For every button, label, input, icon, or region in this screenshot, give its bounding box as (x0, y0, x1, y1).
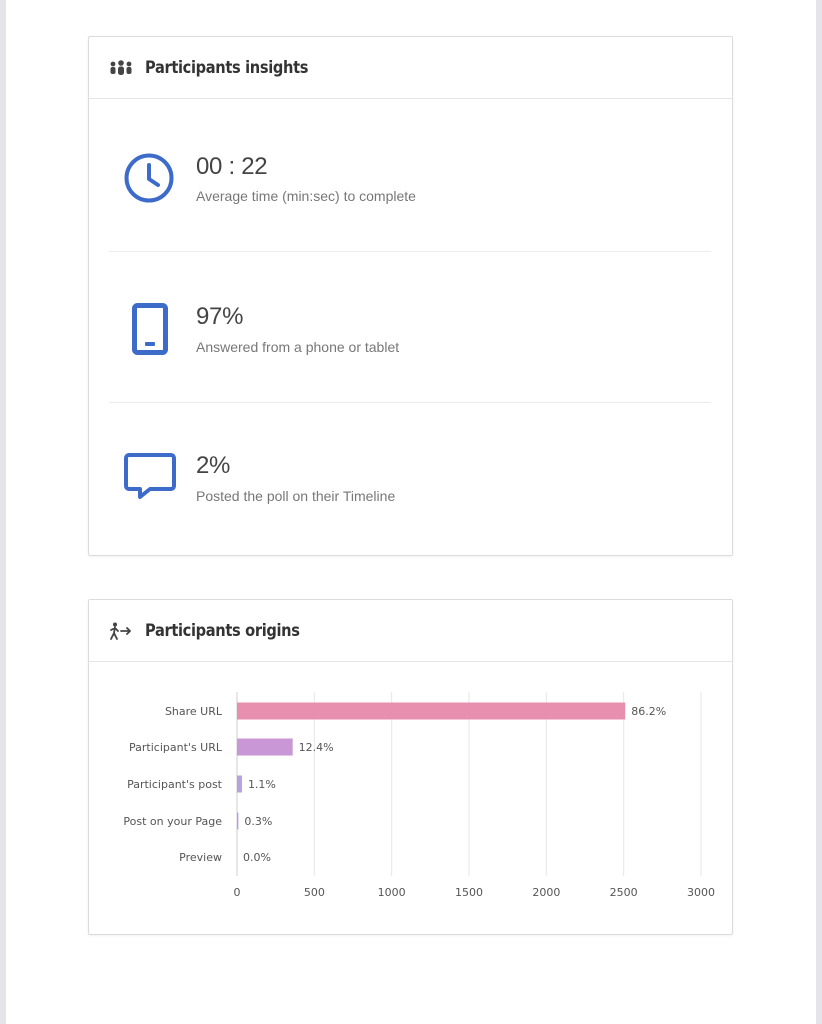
insight-mobile: 97% Answered from a phone or tablet (109, 252, 711, 402)
insights-title: Participants insights (145, 57, 309, 78)
insights-header: Participants insights (89, 37, 732, 99)
divider (109, 251, 711, 252)
origins-chart: 0 500 1000 1500 2000 2500 3000 Share URL 86.2% Pa… (89, 662, 732, 934)
data-label: 0.3% (244, 815, 272, 828)
bar (237, 702, 626, 720)
clock-icon (123, 152, 175, 209)
origins-bar-chart: 0 500 1000 1500 2000 2500 3000 Share URL 86.2% Pa… (123, 692, 715, 899)
origins-title: Participants origins (145, 620, 300, 641)
category-label: Preview (179, 851, 222, 864)
insight-description: Posted the poll on their Timeline (196, 488, 396, 504)
x-tick-label: 500 (304, 886, 325, 899)
x-tick-label: 0 (234, 886, 241, 899)
people-group-icon (109, 58, 133, 78)
x-tick-label: 2000 (532, 886, 560, 899)
participants-insights-card: Participants insights 00 : 22 Average ti… (88, 36, 733, 556)
data-label: 0.0% (243, 851, 271, 864)
bar (237, 812, 239, 830)
category-label: Share URL (165, 705, 223, 718)
page: Participants insights 00 : 22 Average ti… (6, 0, 816, 1024)
category-label: Participant's URL (129, 741, 223, 754)
participants-origins-card: Participants origins 0 500 1000 1500 2000 250… (88, 599, 733, 935)
walking-arrow-icon (109, 621, 133, 641)
phone-icon (132, 303, 168, 360)
insight-description: Answered from a phone or tablet (196, 339, 400, 355)
category-label: Participant's post (127, 778, 223, 791)
data-label: 12.4% (299, 741, 334, 754)
divider (109, 402, 711, 403)
x-tick-label: 1500 (455, 886, 483, 899)
origins-header: Participants origins (89, 600, 732, 662)
category-label: Post on your Page (123, 815, 222, 828)
insight-average-time: 00 : 22 Average time (min:sec) to comple… (109, 99, 711, 249)
x-tick-label: 1000 (378, 886, 406, 899)
insight-value: 2% (196, 452, 231, 479)
insight-timeline: 2% Posted the poll on their Timeline (109, 403, 711, 553)
data-label: 86.2% (631, 705, 666, 718)
bar (237, 775, 242, 793)
bar (237, 738, 293, 756)
insight-value: 97% (196, 303, 244, 330)
x-tick-label: 3000 (687, 886, 715, 899)
insight-description: Average time (min:sec) to complete (196, 188, 416, 204)
data-label: 1.1% (248, 778, 276, 791)
comment-icon (124, 452, 176, 509)
insight-value: 00 : 22 (196, 153, 268, 180)
x-tick-label: 2500 (610, 886, 638, 899)
